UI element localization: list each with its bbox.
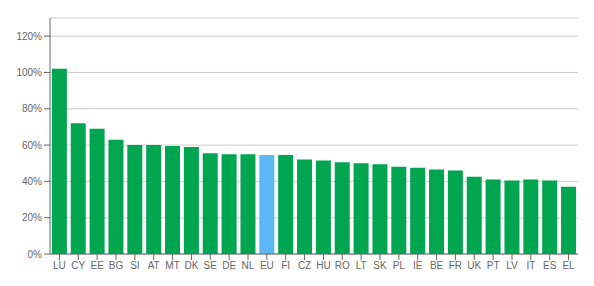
svg-text:BG: BG [109,260,124,271]
svg-text:40%: 40% [22,176,42,187]
svg-text:ES: ES [543,260,557,271]
svg-text:HU: HU [316,260,330,271]
svg-text:LV: LV [506,260,518,271]
svg-text:20%: 20% [22,212,42,223]
svg-text:NL: NL [242,260,255,271]
svg-text:100%: 100% [16,67,42,78]
svg-text:EE: EE [90,260,104,271]
svg-text:MT: MT [165,260,179,271]
svg-text:FR: FR [449,260,462,271]
svg-text:IE: IE [413,260,423,271]
svg-text:LU: LU [53,260,66,271]
svg-text:DE: DE [222,260,236,271]
svg-text:CY: CY [71,260,85,271]
svg-text:IT: IT [526,260,535,271]
svg-text:EL: EL [562,260,575,271]
svg-text:BE: BE [430,260,444,271]
svg-text:LT: LT [356,260,367,271]
svg-text:SE: SE [204,260,218,271]
svg-text:FI: FI [281,260,290,271]
svg-text:60%: 60% [22,140,42,151]
svg-text:80%: 80% [22,103,42,114]
svg-text:SI: SI [130,260,139,271]
svg-text:PL: PL [393,260,406,271]
svg-text:120%: 120% [16,31,42,42]
svg-text:EU: EU [260,260,274,271]
svg-text:SK: SK [373,260,387,271]
svg-text:AT: AT [148,260,160,271]
svg-text:RO: RO [335,260,350,271]
svg-text:DK: DK [184,260,198,271]
svg-text:UK: UK [467,260,481,271]
svg-text:CZ: CZ [298,260,311,271]
svg-text:0%: 0% [28,249,43,260]
svg-text:PT: PT [487,260,500,271]
